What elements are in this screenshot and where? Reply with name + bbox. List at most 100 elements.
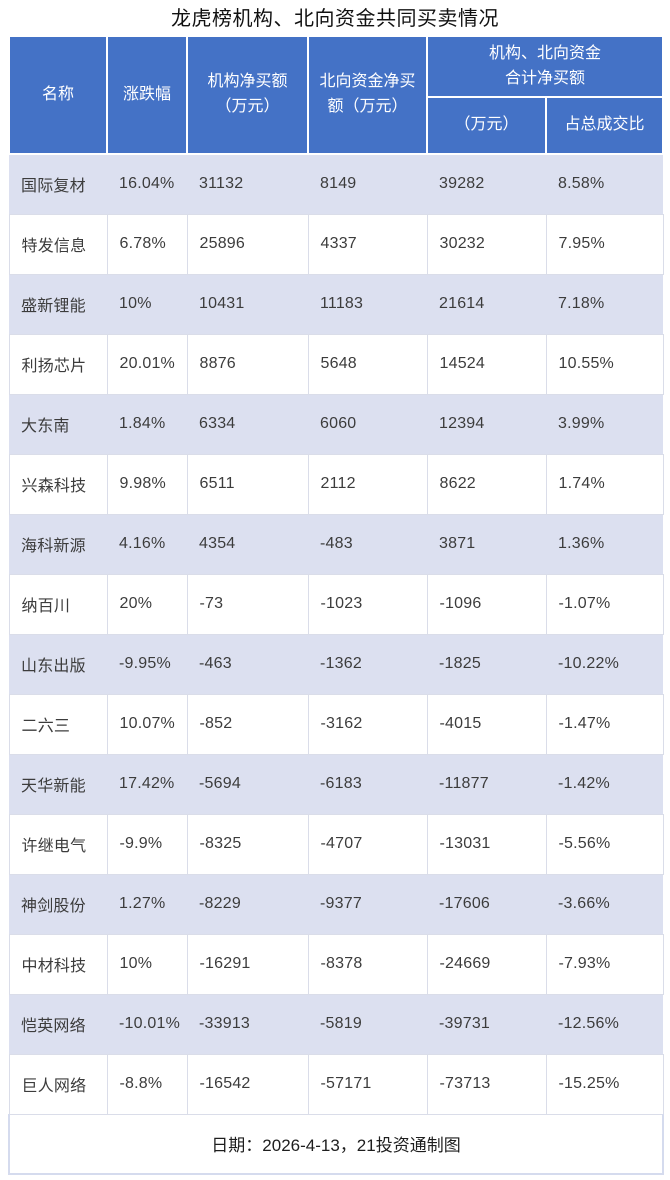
- page-title: 龙虎榜机构、北向资金共同买卖情况: [171, 8, 499, 30]
- cell-total: 30232: [426, 213, 547, 275]
- cell-name: 恺英网络: [9, 994, 107, 1054]
- cell-ratio: 3.99%: [546, 394, 664, 454]
- header-combined-wan: （万元）: [426, 96, 547, 155]
- cell-total: 8622: [426, 453, 547, 515]
- cell-north: 5648: [307, 333, 428, 395]
- cell-name: 山东出版: [9, 634, 107, 694]
- cell-total: -1825: [427, 634, 546, 694]
- table-row: 特发信息 6.78% 25896 4337 30232 7.95%: [8, 213, 664, 275]
- cell-name: 海科新源: [9, 514, 107, 574]
- cell-north: 11183: [308, 274, 427, 334]
- cell-inst: -852: [186, 693, 309, 755]
- table-body: 国际复材 16.04% 31132 8149 39282 8.58% 特发信息 6.78% 25…: [8, 154, 664, 1115]
- cell-name: 巨人网络: [8, 1053, 108, 1115]
- cell-name: 国际复材: [9, 154, 107, 214]
- cell-inst: 6511: [186, 453, 309, 515]
- cell-total: -73713: [426, 1053, 547, 1115]
- cell-change: -10.01%: [107, 994, 187, 1054]
- table-row: 国际复材 16.04% 31132 8149 39282 8.58%: [9, 154, 664, 214]
- table-row: 盛新锂能 10% 10431 11183 21614 7.18%: [9, 274, 664, 334]
- cell-ratio: -1.42%: [546, 754, 664, 814]
- cell-inst: -8229: [187, 874, 308, 934]
- cell-change: 17.42%: [107, 754, 187, 814]
- table-row: 二六三 10.07% -852 -3162 -4015 -1.47%: [8, 693, 664, 755]
- table-row: 许继电气 -9.9% -8325 -4707 -13031 -5.56%: [8, 813, 664, 875]
- header-inst-net-buy: 机构净买额 （万元）: [186, 35, 309, 155]
- cell-total: -39731: [427, 994, 546, 1054]
- cell-name: 神剑股份: [9, 874, 107, 934]
- cell-total: 39282: [427, 154, 546, 214]
- header-name: 名称: [8, 35, 108, 155]
- cell-north: -3162: [307, 693, 428, 755]
- cell-name: 盛新锂能: [9, 274, 107, 334]
- cell-ratio: 10.55%: [545, 333, 664, 395]
- cell-inst: 25896: [186, 213, 309, 275]
- data-table: 名称 涨跌幅 机构净买额 （万元） 北向资金净买 额（万元） 机构、北向资金 合…: [7, 35, 665, 1175]
- cell-north: -1023: [307, 573, 428, 635]
- cell-name: 纳百川: [8, 573, 108, 635]
- cell-ratio: -7.93%: [545, 933, 664, 995]
- cell-ratio: 1.74%: [545, 453, 664, 515]
- table-row: 纳百川 20% -73 -1023 -1096 -1.07%: [8, 573, 664, 635]
- cell-total: -4015: [426, 693, 547, 755]
- footer-note: 日期：2026-4-13，21投资通制图: [7, 1113, 665, 1175]
- table-row: 神剑股份 1.27% -8229 -9377 -17606 -3.66%: [9, 874, 664, 934]
- table-row: 中材科技 10% -16291 -8378 -24669 -7.93%: [8, 933, 664, 995]
- cell-change: 16.04%: [107, 154, 187, 214]
- cell-inst: -16542: [186, 1053, 309, 1115]
- cell-change: -8.8%: [106, 1053, 188, 1115]
- cell-north: -6183: [308, 754, 427, 814]
- cell-name: 特发信息: [8, 213, 108, 275]
- cell-ratio: -15.25%: [545, 1053, 664, 1115]
- cell-inst: -16291: [186, 933, 309, 995]
- cell-north: -1362: [308, 634, 427, 694]
- cell-ratio: -10.22%: [546, 634, 664, 694]
- cell-inst: 4354: [187, 514, 308, 574]
- cell-change: 6.78%: [106, 213, 188, 275]
- cell-change: 1.27%: [107, 874, 187, 934]
- table-row: 大东南 1.84% 6334 6060 12394 3.99%: [9, 394, 664, 454]
- cell-name: 许继电气: [8, 813, 108, 875]
- cell-ratio: -12.56%: [546, 994, 664, 1054]
- cell-inst: 31132: [187, 154, 308, 214]
- table-row: 巨人网络 -8.8% -16542 -57171 -73713 -15.25%: [8, 1053, 664, 1115]
- cell-change: 10%: [106, 933, 188, 995]
- cell-north: -483: [308, 514, 427, 574]
- cell-inst: 6334: [187, 394, 308, 454]
- cell-north: -57171: [307, 1053, 428, 1115]
- cell-north: 6060: [308, 394, 427, 454]
- cell-north: -9377: [308, 874, 427, 934]
- table-row: 海科新源 4.16% 4354 -483 3871 1.36%: [9, 514, 664, 574]
- cell-total: -17606: [427, 874, 546, 934]
- cell-inst: -8325: [186, 813, 309, 875]
- table-row: 山东出版 -9.95% -463 -1362 -1825 -10.22%: [9, 634, 664, 694]
- cell-name: 大东南: [9, 394, 107, 454]
- cell-inst: -73: [186, 573, 309, 635]
- cell-north: -8378: [307, 933, 428, 995]
- cell-name: 中材科技: [8, 933, 108, 995]
- header-combined-ratio: 占总成交比: [544, 96, 665, 155]
- cell-change: 20%: [106, 573, 188, 635]
- cell-change: 20.01%: [106, 333, 188, 395]
- table-row: 恺英网络 -10.01% -33913 -5819 -39731 -12.56%: [9, 994, 664, 1054]
- cell-change: 4.16%: [107, 514, 187, 574]
- cell-change: -9.95%: [107, 634, 187, 694]
- table-row: 利扬芯片 20.01% 8876 5648 14524 10.55%: [8, 333, 664, 395]
- cell-north: -4707: [307, 813, 428, 875]
- cell-name: 利扬芯片: [8, 333, 108, 395]
- cell-total: -1096: [426, 573, 547, 635]
- cell-north: -5819: [308, 994, 427, 1054]
- cell-change: 10%: [107, 274, 187, 334]
- cell-change: 9.98%: [106, 453, 188, 515]
- cell-total: 12394: [427, 394, 546, 454]
- cell-total: -11877: [427, 754, 546, 814]
- table-header: 名称 涨跌幅 机构净买额 （万元） 北向资金净买 额（万元） 机构、北向资金 合…: [8, 35, 665, 155]
- header-combined-group: 机构、北向资金 合计净买额: [425, 35, 665, 98]
- cell-ratio: -1.07%: [545, 573, 664, 635]
- cell-north: 8149: [308, 154, 427, 214]
- cell-north: 4337: [307, 213, 428, 275]
- cell-inst: 8876: [186, 333, 309, 395]
- cell-ratio: -3.66%: [546, 874, 664, 934]
- cell-inst: -463: [187, 634, 308, 694]
